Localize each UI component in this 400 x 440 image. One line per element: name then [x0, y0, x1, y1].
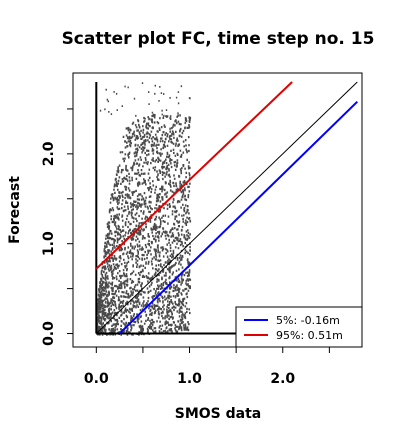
- series-line-1: [95, 81, 293, 270]
- plot-lines: [95, 81, 362, 335]
- x-axis: 0.0 1.0 2.0: [84, 347, 330, 387]
- y-axis: 0.0 1.0 2.0: [41, 108, 73, 346]
- series-line-0: [118, 100, 358, 335]
- scatter-point-cloud: [96, 82, 192, 336]
- chart-title: Scatter plot FC, time step no. 15: [62, 29, 375, 49]
- legend: 5%: -0.16m 95%: 0.51m: [235, 306, 363, 348]
- scatter-points: [96, 82, 192, 336]
- y-tick-label: 2.0: [41, 141, 57, 166]
- x-tick-label: 1.0: [177, 371, 202, 387]
- y-axis-label: Forecast: [7, 176, 23, 244]
- legend-box: [235, 306, 363, 348]
- y-tick-label: 1.0: [41, 231, 57, 256]
- x-tick-label: 2.0: [270, 371, 295, 387]
- x-tick-label: 0.0: [84, 371, 109, 387]
- y-tick-label: 0.0: [41, 321, 57, 346]
- x-axis-label: SMOS data: [175, 406, 261, 422]
- plot-frame: [72, 72, 363, 348]
- series-line-2: [95, 81, 358, 334]
- legend-entry: 5%: -0.16m: [276, 314, 340, 327]
- legend-entry: 95%: 0.51m: [276, 329, 343, 342]
